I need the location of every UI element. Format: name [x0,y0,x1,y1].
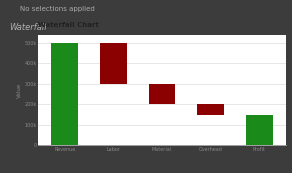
Bar [100,43,127,84]
Bar [149,84,175,104]
Bar [246,115,273,145]
Y-axis label: Value: Value [17,82,22,98]
Text: Waterfall: Waterfall [9,23,46,32]
Text: Waterfall Chart: Waterfall Chart [38,22,99,28]
Bar [197,104,224,115]
Text: No selections applied: No selections applied [20,6,95,12]
Bar [51,43,78,145]
